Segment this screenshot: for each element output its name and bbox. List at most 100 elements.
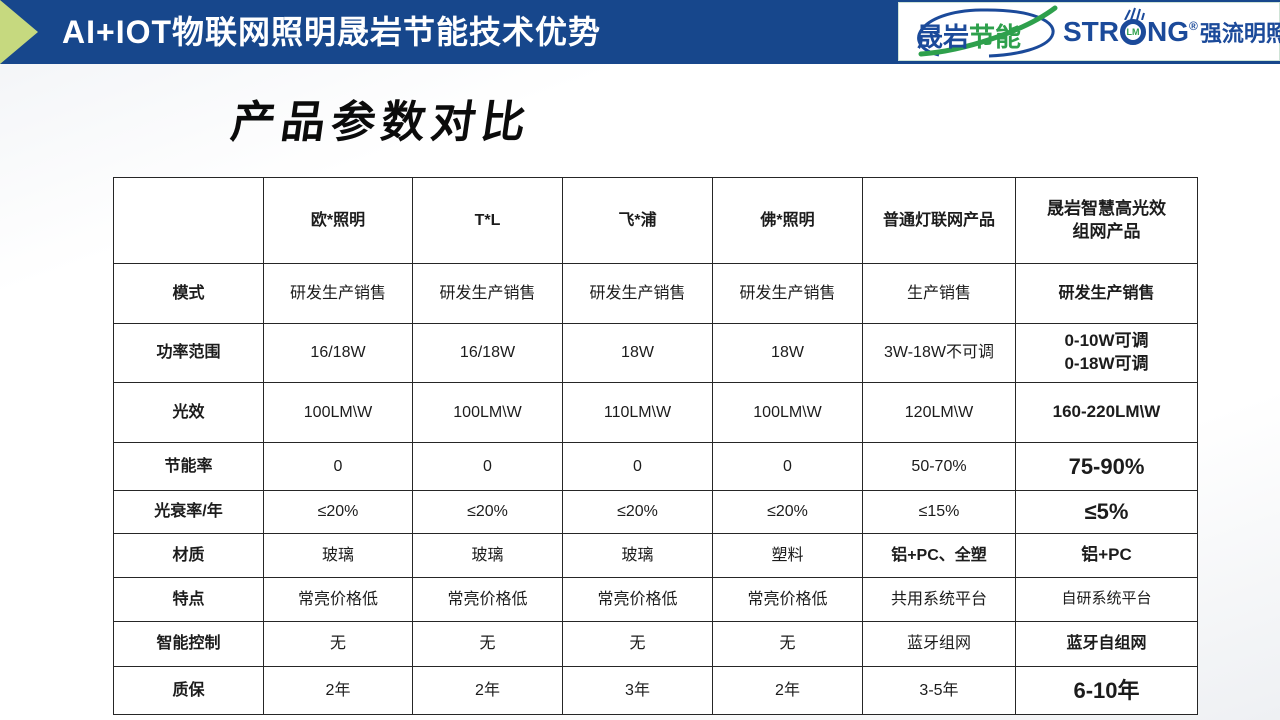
table-cell: 0 [712, 442, 863, 491]
table-cell: 2年 [712, 666, 863, 715]
header-cell: 佛*照明 [712, 177, 863, 264]
row-label: 光效 [113, 382, 264, 443]
lm-circle-icon: LM [1120, 7, 1146, 45]
table-cell: 铝+PC、全塑 [862, 533, 1016, 578]
row-label: 光衰率/年 [113, 490, 264, 534]
table-row: 功率范围 16/18W 16/18W 18W 18W 3W-18W不可调 0-1… [113, 323, 1198, 383]
table-cell: 铝+PC [1015, 533, 1198, 578]
table-cell: 100LM\W [712, 382, 863, 443]
row-label: 质保 [113, 666, 264, 715]
table-header-row: 欧*照明 T*L 飞*浦 佛*照明 普通灯联网产品 晟岩智慧高光效 组网产品 [113, 177, 1198, 264]
row-label: 节能率 [113, 442, 264, 491]
strong-logo-ng: NG [1147, 15, 1189, 47]
table-row: 质保 2年 2年 3年 2年 3-5年 6-10年 [113, 666, 1198, 715]
table-cell: 160-220LM\W [1015, 382, 1198, 443]
table-cell: ≤20% [412, 490, 563, 534]
shengyan-logo-green: 节能 [969, 21, 1022, 52]
table-cell: 16/18W [412, 323, 563, 383]
table-cell: 16/18W [263, 323, 413, 383]
table-cell: 100LM\W [412, 382, 563, 443]
row-label: 功率范围 [113, 323, 264, 383]
lm-text: LM [1126, 26, 1140, 37]
strong-logo-str: STR [1063, 15, 1119, 47]
strong-logo-cn: 强流明照明 [1199, 20, 1280, 46]
table-cell: ≤15% [862, 490, 1016, 534]
table-cell: 0 [412, 442, 563, 491]
table-cell: 无 [412, 621, 563, 667]
table-row: 智能控制 无 无 无 无 蓝牙组网 蓝牙自组网 [113, 621, 1198, 667]
table-cell: 蓝牙组网 [862, 621, 1016, 667]
table-cell: 玻璃 [412, 533, 563, 578]
table-cell: 研发生产销售 [562, 263, 713, 324]
table-cell: 玻璃 [562, 533, 713, 578]
chevron-right-icon [0, 0, 38, 64]
header-cell: 欧*照明 [263, 177, 413, 264]
table-cell: 研发生产销售 [712, 263, 863, 324]
header-bar: AI+IOT物联网照明晟岩节能技术优势 晟岩节能 STR LM [0, 0, 1280, 64]
comparison-table: 欧*照明 T*L 飞*浦 佛*照明 普通灯联网产品 晟岩智慧高光效 组网产品 模… [113, 177, 1198, 715]
table-cell: 110LM\W [562, 382, 713, 443]
table-cell: 0-10W可调 0-18W可调 [1015, 323, 1198, 383]
table-cell: 无 [562, 621, 713, 667]
table-cell: 常亮价格低 [562, 577, 713, 622]
table-cell: 18W [712, 323, 863, 383]
table-cell: 无 [712, 621, 863, 667]
page-title: 产品参数对比 [227, 98, 535, 147]
table-cell: ≤5% [1015, 490, 1198, 534]
table-cell: 生产销售 [862, 263, 1016, 324]
table-cell: 常亮价格低 [263, 577, 413, 622]
header-cell-shengyan: 晟岩智慧高光效 组网产品 [1015, 177, 1198, 264]
table-cell: 无 [263, 621, 413, 667]
table-cell: 3-5年 [862, 666, 1016, 715]
table-row: 节能率 0 0 0 0 50-70% 75-90% [113, 442, 1198, 491]
orbit-icon [917, 5, 1058, 57]
table-cell: 75-90% [1015, 442, 1198, 491]
registered-mark-icon: ® [1189, 18, 1198, 33]
shengyan-logo: 晟岩节能 [905, 4, 1061, 60]
table-cell: 常亮价格低 [412, 577, 563, 622]
table-cell: 常亮价格低 [712, 577, 863, 622]
shengyan-logo-blue: 晟岩 [917, 21, 970, 52]
table-cell: 100LM\W [263, 382, 413, 443]
table-cell: 共用系统平台 [862, 577, 1016, 622]
strong-logo: STR LM NG ® 强流明照明 [1063, 7, 1280, 48]
table-cell: 0 [562, 442, 713, 491]
table-cell: 2年 [263, 666, 413, 715]
header-cell: T*L [412, 177, 563, 264]
table-row: 光效 100LM\W 100LM\W 110LM\W 100LM\W 120LM… [113, 382, 1198, 443]
row-label: 特点 [113, 577, 264, 622]
table-cell: 120LM\W [862, 382, 1016, 443]
table-cell: 研发生产销售 [1015, 263, 1198, 324]
table-cell: 塑料 [712, 533, 863, 578]
table-cell: 研发生产销售 [263, 263, 413, 324]
table-cell: 自研系统平台 [1015, 577, 1198, 622]
table-cell: 玻璃 [263, 533, 413, 578]
header-cell: 飞*浦 [562, 177, 713, 264]
header-cell: 普通灯联网产品 [862, 177, 1016, 264]
table-cell: 0 [263, 442, 413, 491]
table-row: 材质 玻璃 玻璃 玻璃 塑料 铝+PC、全塑 铝+PC [113, 533, 1198, 578]
table-cell: ≤20% [263, 490, 413, 534]
table-cell: 蓝牙自组网 [1015, 621, 1198, 667]
shengyan-logo-text: 晟岩节能 [917, 17, 1021, 54]
table-cell: 50-70% [862, 442, 1016, 491]
table-row: 光衰率/年 ≤20% ≤20% ≤20% ≤20% ≤15% ≤5% [113, 490, 1198, 534]
table-cell: 18W [562, 323, 713, 383]
table-cell: ≤20% [562, 490, 713, 534]
row-label: 智能控制 [113, 621, 264, 667]
row-label: 模式 [113, 263, 264, 324]
table-row: 模式 研发生产销售 研发生产销售 研发生产销售 研发生产销售 生产销售 研发生产… [113, 263, 1198, 324]
table-cell: 研发生产销售 [412, 263, 563, 324]
table-row: 特点 常亮价格低 常亮价格低 常亮价格低 常亮价格低 共用系统平台 自研系统平台 [113, 577, 1198, 622]
logo-box: 晟岩节能 STR LM NG ® 强流明照明 [898, 2, 1280, 61]
table-cell: 6-10年 [1015, 666, 1198, 715]
row-label: 材质 [113, 533, 264, 578]
header-title: AI+IOT物联网照明晟岩节能技术优势 [62, 14, 602, 50]
fan-icon [1124, 7, 1145, 20]
table-cell: ≤20% [712, 490, 863, 534]
header-cell [113, 177, 264, 264]
table-cell: 3W-18W不可调 [862, 323, 1016, 383]
table-cell: 2年 [412, 666, 563, 715]
table-cell: 3年 [562, 666, 713, 715]
